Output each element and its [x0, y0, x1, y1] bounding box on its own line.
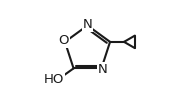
- Text: HO: HO: [43, 73, 64, 86]
- Text: N: N: [98, 63, 107, 76]
- Text: O: O: [59, 34, 69, 47]
- Text: N: N: [83, 18, 92, 31]
